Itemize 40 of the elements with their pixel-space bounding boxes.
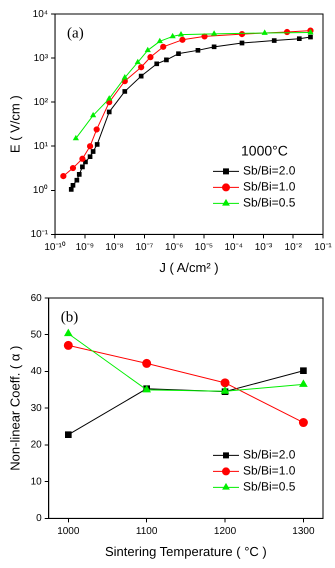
legend-label: Sb/Bi=1.0	[243, 464, 296, 478]
x-axis-title: Sintering Temperature ( °C )	[104, 544, 267, 559]
y-tick-label: 10⁰	[32, 184, 48, 196]
x-tick-label: 10⁻²	[284, 242, 303, 254]
y-tick-label: 10³	[34, 52, 49, 64]
legend-label: Sb/Bi=1.0	[243, 180, 296, 194]
y-tick-label: 60	[30, 292, 42, 304]
y-tick-label: 0	[36, 513, 42, 524]
y-tick-label: 10⁴	[32, 8, 48, 20]
annotation: (a)	[67, 25, 84, 42]
x-tick-label: 10⁻⁷	[135, 242, 154, 254]
legend-label: Sb/Bi=2.0	[243, 448, 296, 462]
x-tick-label: 10⁻¹	[314, 242, 332, 254]
x-tick-label: 10⁻⁸	[105, 242, 124, 254]
legend-title: 1000°C	[241, 142, 288, 158]
y-tick-label: 50	[30, 329, 42, 340]
y-tick-label: 40	[30, 366, 42, 378]
legend-label: Sb/Bi=0.5	[243, 196, 296, 210]
x-tick-label: 10⁻⁹	[76, 242, 94, 254]
x-tick-label: 1100	[136, 526, 158, 538]
x-tick-label: 1300	[292, 526, 315, 538]
y-tick-label: 10⁻¹	[30, 229, 49, 240]
y-axis-title: Non-linear Coeff. ( α )	[7, 346, 22, 471]
legend-label: Sb/Bi=2.0	[243, 164, 296, 178]
x-axis-title: J ( A/cm² )	[159, 260, 219, 275]
x-tick-label: 10⁻⁶	[165, 242, 184, 254]
legend-label: Sb/Bi=0.5	[243, 480, 296, 494]
y-tick-label: 20	[30, 440, 42, 451]
annotation: (b)	[60, 309, 78, 326]
y-tick-label: 10¹	[34, 140, 49, 152]
y-tick-label: 10²	[34, 96, 49, 108]
y-axis-title: E ( V/cm )	[7, 95, 22, 154]
x-tick-label: 10⁻⁴	[224, 242, 243, 254]
x-tick-label: 10⁻⁵	[194, 242, 214, 254]
y-tick-label: 10	[30, 476, 42, 488]
x-tick-label: 10⁻¹⁰	[44, 241, 66, 254]
x-tick-label: 1000	[57, 526, 80, 538]
x-tick-label: 1200	[214, 526, 237, 538]
x-tick-label: 10⁻³	[254, 242, 273, 254]
y-tick-label: 30	[30, 402, 42, 414]
